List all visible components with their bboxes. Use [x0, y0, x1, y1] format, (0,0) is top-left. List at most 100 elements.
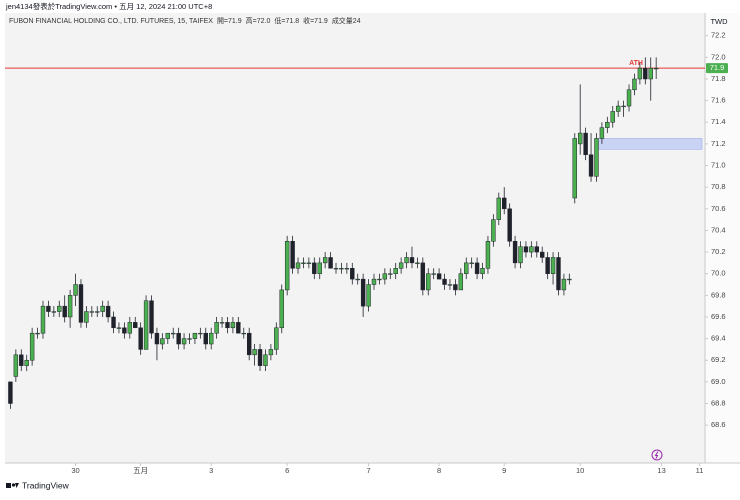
currency-label: TWD	[710, 17, 728, 26]
candle-body	[436, 273, 442, 280]
candle-body	[208, 332, 214, 345]
x-tick-label: 13	[657, 466, 665, 475]
candle-body	[230, 322, 236, 329]
candle-body	[67, 295, 73, 318]
candle-body	[333, 268, 339, 270]
candle-body	[404, 257, 409, 264]
y-tick-label: 71.8	[711, 74, 726, 83]
x-tick-label: 五月	[133, 466, 148, 475]
candle-body	[138, 327, 143, 350]
candle-body	[295, 262, 301, 269]
x-tick-label: 9	[502, 466, 506, 475]
ohlc-legend: 高=72.0	[246, 16, 271, 25]
candle-body	[322, 257, 328, 264]
candle-body	[317, 262, 322, 274]
candle-body	[442, 278, 447, 285]
ohlc-legend: 開=71.9	[217, 17, 242, 25]
candle-body	[160, 338, 165, 345]
candle-body	[594, 138, 599, 177]
x-tick-label: 11	[696, 466, 704, 475]
y-tick-label: 70.0	[711, 269, 726, 278]
candle-body	[268, 349, 274, 356]
candle-body	[57, 305, 62, 312]
price-label: 71.9	[710, 63, 725, 72]
candle-body	[567, 278, 572, 281]
candle-body	[502, 197, 507, 210]
candle-body	[133, 322, 138, 329]
candle-body	[116, 327, 122, 329]
candle-body	[171, 332, 176, 335]
author-line: jen4134發表於TradingView.com • 五月 12, 2024 …	[5, 1, 212, 11]
candle-body	[507, 208, 512, 242]
candle-body	[51, 311, 57, 313]
candle-body	[485, 240, 491, 269]
candle-body	[632, 78, 637, 91]
y-tick-label: 72.2	[711, 31, 726, 40]
candle-body	[29, 332, 35, 361]
x-tick-label: 7	[366, 466, 370, 475]
candle-body	[512, 240, 518, 264]
candle-body	[219, 322, 225, 324]
ath-label: ATH	[629, 60, 643, 67]
candle-body	[366, 284, 371, 307]
candle-body	[643, 67, 648, 80]
candle-body	[62, 305, 67, 318]
ohlc-legend: 成交量24	[332, 16, 361, 25]
x-tick-label: 8	[437, 466, 441, 475]
price-label-bg	[706, 63, 728, 74]
candle-body	[469, 262, 474, 264]
y-tick-label: 70.6	[711, 204, 726, 213]
candle-body	[89, 311, 95, 313]
candle-body	[388, 273, 393, 275]
candle-body	[572, 138, 577, 199]
x-tick-label: 10	[576, 466, 584, 475]
y-tick-label: 70.2	[711, 247, 726, 256]
candle-body	[426, 273, 431, 291]
candle-body	[143, 300, 149, 350]
candle-body	[187, 338, 192, 340]
candle-body	[398, 262, 404, 269]
candle-body	[252, 349, 257, 356]
candle-body	[176, 332, 181, 345]
candle-body	[35, 332, 40, 335]
candle-body	[111, 316, 116, 329]
candle-body	[447, 284, 453, 286]
candle-body	[241, 332, 246, 335]
candle-body	[290, 240, 295, 269]
candle-body	[100, 305, 105, 312]
y-tick-label: 68.6	[711, 420, 726, 429]
candle-body	[464, 262, 469, 274]
candle-body	[577, 132, 583, 145]
candle-body	[19, 354, 24, 366]
candle-body	[653, 67, 659, 70]
candle-body	[556, 257, 561, 291]
brand: TradingView	[22, 480, 70, 490]
y-tick-label: 69.6	[711, 312, 726, 321]
candle-body	[529, 246, 534, 253]
y-tick-label: 71.2	[711, 139, 726, 148]
alert-icon	[651, 449, 663, 461]
candle-body	[198, 332, 203, 335]
y-tick-label: 69.4	[711, 334, 726, 343]
ohlc-legend: 收=71.9	[303, 16, 328, 25]
candle-body	[24, 359, 29, 366]
candle-body	[453, 284, 458, 291]
candle-body	[350, 268, 355, 280]
candle-body	[545, 257, 550, 274]
candle-body	[382, 273, 388, 280]
candle-body	[203, 332, 208, 345]
candle-body	[540, 251, 545, 258]
candle-body	[192, 332, 198, 339]
candle-body	[371, 278, 377, 285]
candle-body	[214, 322, 219, 334]
price-axis-background	[705, 13, 740, 463]
candle-body	[648, 67, 653, 80]
candle-body	[122, 327, 127, 334]
chart-title: FUBON FINANCIAL HOLDING CO., LTD. FUTURE…	[9, 18, 213, 25]
x-tick-label: 6	[285, 466, 289, 475]
candle-body	[46, 305, 51, 312]
candle-body	[610, 111, 615, 123]
candle-body	[95, 311, 100, 313]
